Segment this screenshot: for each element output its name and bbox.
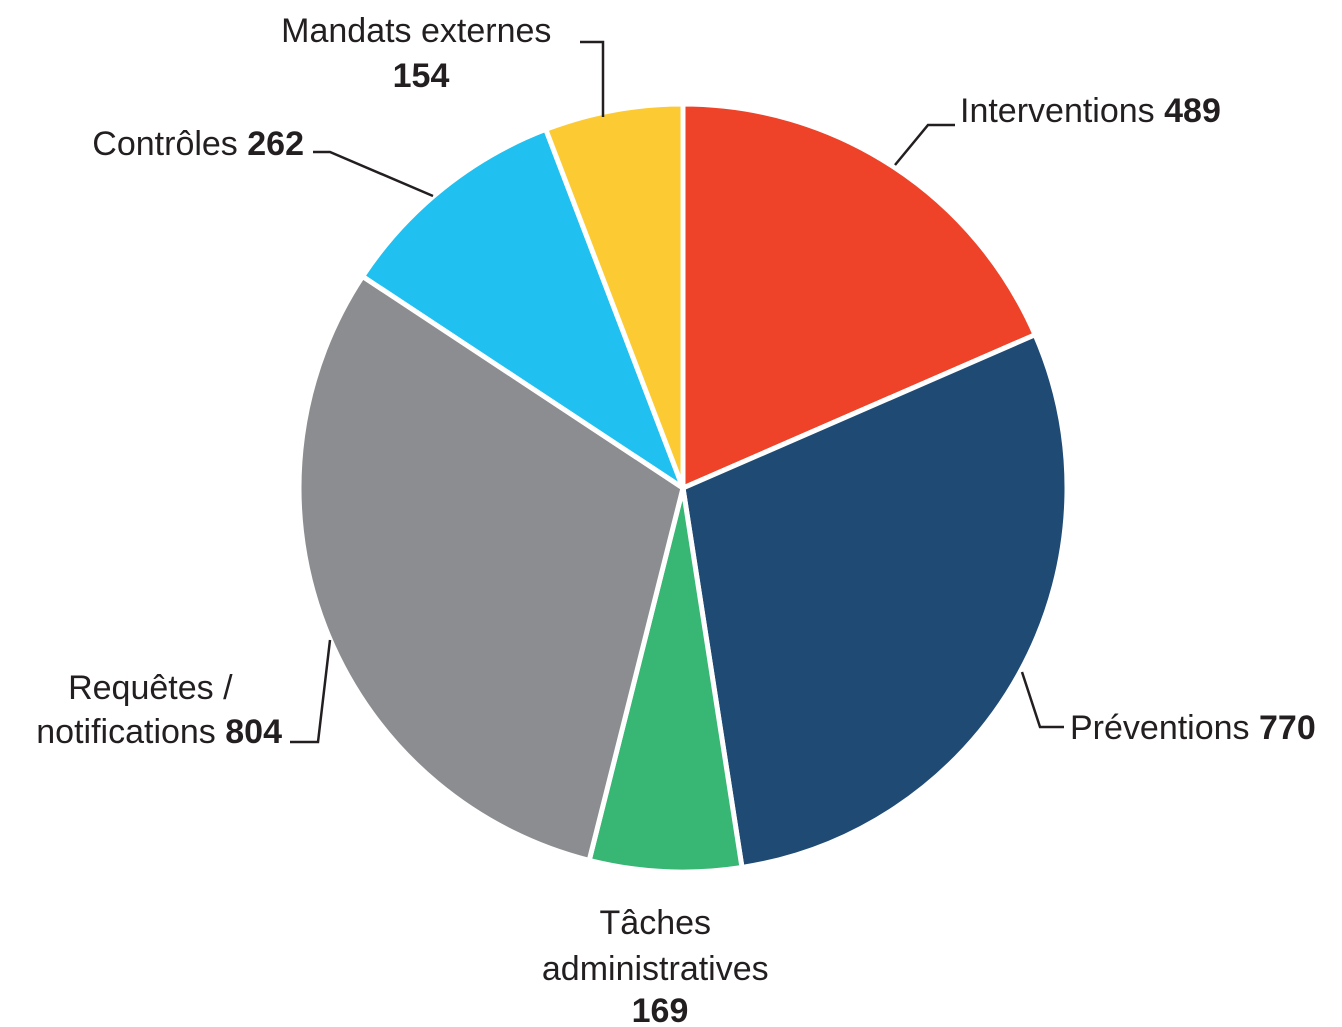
pie-slice-requetes-notifications bbox=[296, 273, 686, 863]
slice-label-preventions: Préventions 770 bbox=[1070, 709, 1316, 747]
slice-label-taches-administratives: Tâches administratives 169 bbox=[542, 904, 778, 1027]
slice-label-mandats-externes: Mandats externes 154 bbox=[281, 12, 561, 95]
slice-label-interventions: Interventions 489 bbox=[960, 92, 1221, 130]
pie-slices bbox=[296, 101, 1070, 875]
leader-lines bbox=[290, 40, 1064, 744]
leader-line-interventions bbox=[894, 123, 955, 166]
leader-line-requetes-notifications bbox=[290, 639, 332, 744]
pie-slice-preventions bbox=[680, 332, 1070, 870]
slice-label-requetes-notifications: Requêtes / notifications 804 bbox=[36, 669, 282, 751]
pie-slice-controles bbox=[360, 126, 686, 491]
pie-slice-interventions bbox=[680, 101, 1038, 491]
pie-slice-taches-administratives bbox=[586, 485, 745, 875]
leader-line-controles bbox=[313, 150, 434, 198]
leader-line-mandats-externes bbox=[580, 40, 605, 117]
leader-line-preventions bbox=[1020, 671, 1064, 729]
slice-labels: Interventions 489 Préventions 770 Tâches… bbox=[36, 12, 1315, 1027]
slice-label-controles: Contrôles 262 bbox=[92, 125, 304, 163]
pie-slice-mandats-externes bbox=[543, 101, 686, 491]
